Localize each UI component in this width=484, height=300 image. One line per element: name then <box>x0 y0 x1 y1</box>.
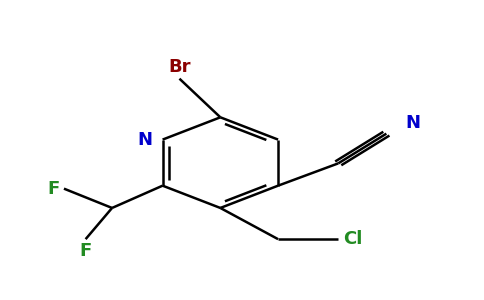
Text: F: F <box>79 242 92 260</box>
Text: Br: Br <box>168 58 191 76</box>
Text: N: N <box>406 114 421 132</box>
Text: F: F <box>48 180 60 198</box>
Text: Cl: Cl <box>343 230 363 248</box>
Text: N: N <box>137 130 152 148</box>
